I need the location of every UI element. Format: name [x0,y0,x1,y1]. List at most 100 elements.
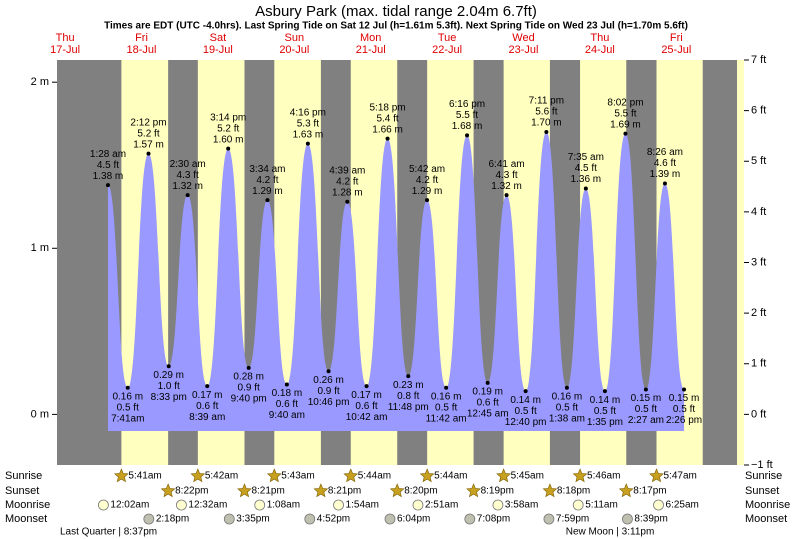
tide-height-ft: 0.6 ft [276,399,298,410]
tide-point [125,385,130,390]
tide-height-m: 0.16 m [431,391,462,402]
moonset-time: 8:39pm [634,514,667,525]
tide-time: 2:12 pm [130,117,166,128]
tide-height-m: 1.69 m [610,119,641,130]
tide-point [485,380,490,385]
sunrise-time: 5:43am [281,471,314,482]
tide-point [504,193,509,198]
tide-height-ft: 4.2 ft [256,175,278,186]
moonset-time: 7:08pm [477,514,510,525]
day-date: 18-Jul [127,44,157,56]
tide-point [205,384,210,389]
tide-height-ft: 5.2 ft [137,128,159,139]
tide-height-ft: 5.5 ft [456,110,478,121]
tide-time: 7:41am [111,413,144,424]
sunset-icon [237,483,252,498]
tide-height-ft: 1.0 ft [158,381,180,392]
sunset-time: 8:17pm [633,486,666,497]
row-label: Moonset [745,513,787,525]
day-weekday: Fri [670,32,683,44]
moonset-icon [622,513,633,525]
tide-height-ft: 5.2 ft [217,123,239,134]
moonset-time: 2:18pm [156,514,189,525]
tide-height-m: 0.28 m [233,372,264,383]
tide-time: 9:40 pm [231,394,267,405]
tide-time: 1:28 am [90,149,126,160]
sunset-icon [389,483,405,498]
moon-phase: New Moon | 3:11pm [566,527,655,538]
day-weekday: Fri [135,32,148,44]
tide-height-ft: 0.5 ft [435,402,457,413]
moonset-time: 4:52pm [317,514,350,525]
tide-height-m: 1.38 m [93,171,124,182]
moonrise-time: 2:51am [425,500,458,511]
tide-height-ft: 5.6 ft [535,107,557,118]
tide-height-m: 1.68 m [452,121,483,132]
sunrise-icon [496,468,512,483]
tide-height-m: 0.16 m [112,391,143,402]
tide-height-ft: 0.8 ft [397,391,419,402]
tide-time: 11:48 pm [388,402,429,413]
y-tick-label: 0 m [31,408,49,420]
moonrise-icon [175,499,187,511]
tide-time: 5:18 pm [370,102,406,113]
day-weekday: Sun [285,32,305,44]
tide-point [544,130,549,135]
tide-height-ft: 4.5 ft [575,163,597,174]
tide-time: 8:26 am [647,147,683,158]
day-weekday: Wed [512,32,534,44]
tide-time: 11:42 am [426,413,467,424]
moonrise-icon [492,499,504,511]
tide-point [246,365,251,370]
sunset-icon [160,483,176,498]
sunrise-time: 5:44am [358,471,391,482]
sunset-icon [618,483,634,498]
tide-time: 3:34 am [249,164,285,175]
tide-height-ft: 0.5 ft [556,402,578,413]
tide-height-m: 0.15 m [669,393,700,404]
tide-height-ft: 4.2 ft [336,176,358,187]
moonset-icon [384,513,396,525]
sunrise-icon [419,468,435,483]
tide-height-m: 1.32 m [491,181,522,192]
tide-point [226,146,231,151]
tide-time: 12:40 pm [505,417,547,428]
tide-area [107,132,685,431]
sunrise-time: 5:46am [587,471,620,482]
sunset-icon [313,483,329,498]
tide-time: 12:45 am [467,408,509,419]
tide-height-m: 1.28 m [332,187,363,198]
tide-height-ft: 4.3 ft [495,170,517,181]
tide-height-ft: 0.5 ft [673,404,695,415]
day-weekday: Thu [56,32,75,44]
tide-point [623,131,628,136]
tide-time: 1:35 pm [587,417,623,428]
tide-time: 10:42 am [346,412,388,423]
moonset-time: 7:59pm [556,514,589,525]
sunset-time: 8:20pm [404,486,437,497]
row-label: Sunset [5,485,39,497]
sunset-time: 8:21pm [328,486,361,497]
moonset-icon [143,513,155,525]
sunrise-icon [190,468,206,483]
tide-point [364,384,369,389]
tide-height-ft: 4.6 ft [654,158,676,169]
tide-height-m: 1.63 m [293,129,324,140]
tide-point [602,389,607,394]
sunrise-time: 5:44am [434,471,467,482]
moonrise-time: 3:58am [505,500,538,511]
day-weekday: Mon [360,32,381,44]
row-label: Moonrise [745,499,790,511]
moonrise-time: 6:25am [666,500,699,511]
tide-height-m: 1.57 m [133,139,164,150]
moonrise-time: 1:54am [346,500,379,511]
tide-point [284,382,289,387]
day-date: 17-Jul [50,44,80,56]
tide-point [326,369,331,374]
moonset-icon [223,513,235,525]
moonset-time: 6:04pm [397,514,430,525]
sunrise-time: 5:47am [664,471,697,482]
y2-tick-label: 5 ft [751,155,766,167]
row-label: Moonrise [5,499,50,511]
edge-band [737,60,744,465]
